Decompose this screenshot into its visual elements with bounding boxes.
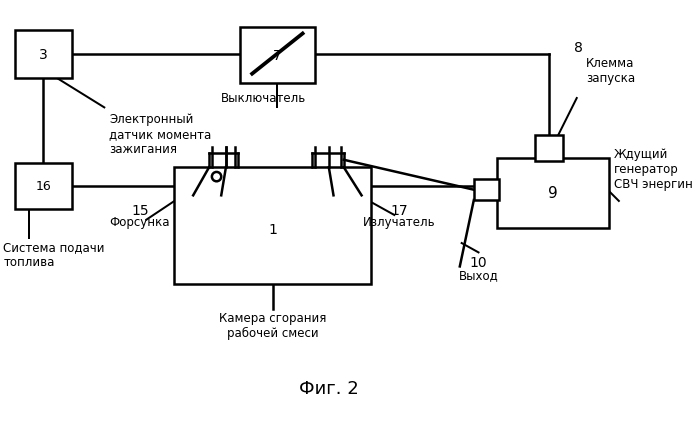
Bar [240,28,315,84]
Text: 7: 7 [273,49,281,63]
Text: Фиг. 2: Фиг. 2 [299,379,358,397]
Text: 17: 17 [390,203,408,217]
Text: Клемма
запуска: Клемма запуска [586,57,635,85]
Bar [15,31,71,79]
Text: Выход: Выход [458,269,498,282]
Bar [15,163,71,210]
Bar [535,135,563,161]
Text: Излучатель: Излучатель [363,215,435,228]
Text: Форсунка: Форсунка [110,215,170,228]
Text: Ждущий
генератор
СВЧ энергин: Ждущий генератор СВЧ энергин [614,147,693,190]
Text: 15: 15 [131,203,148,217]
Text: 16: 16 [36,180,51,193]
Text: 10: 10 [470,255,487,270]
Bar [497,159,610,228]
Text: 9: 9 [549,186,558,200]
Text: 3: 3 [39,48,48,62]
Text: 1: 1 [268,222,277,236]
Bar [174,168,371,285]
Text: Электронный
датчик момента
зажигания: Электронный датчик момента зажигания [109,113,211,156]
Text: Система подачи
топлива: Система подачи топлива [4,241,105,269]
Text: 8: 8 [574,40,583,55]
Text: Выключатель: Выключатель [221,92,307,105]
Bar [474,180,499,200]
Text: Камера сгорания
рабочей смеси: Камера сгорания рабочей смеси [219,312,326,340]
